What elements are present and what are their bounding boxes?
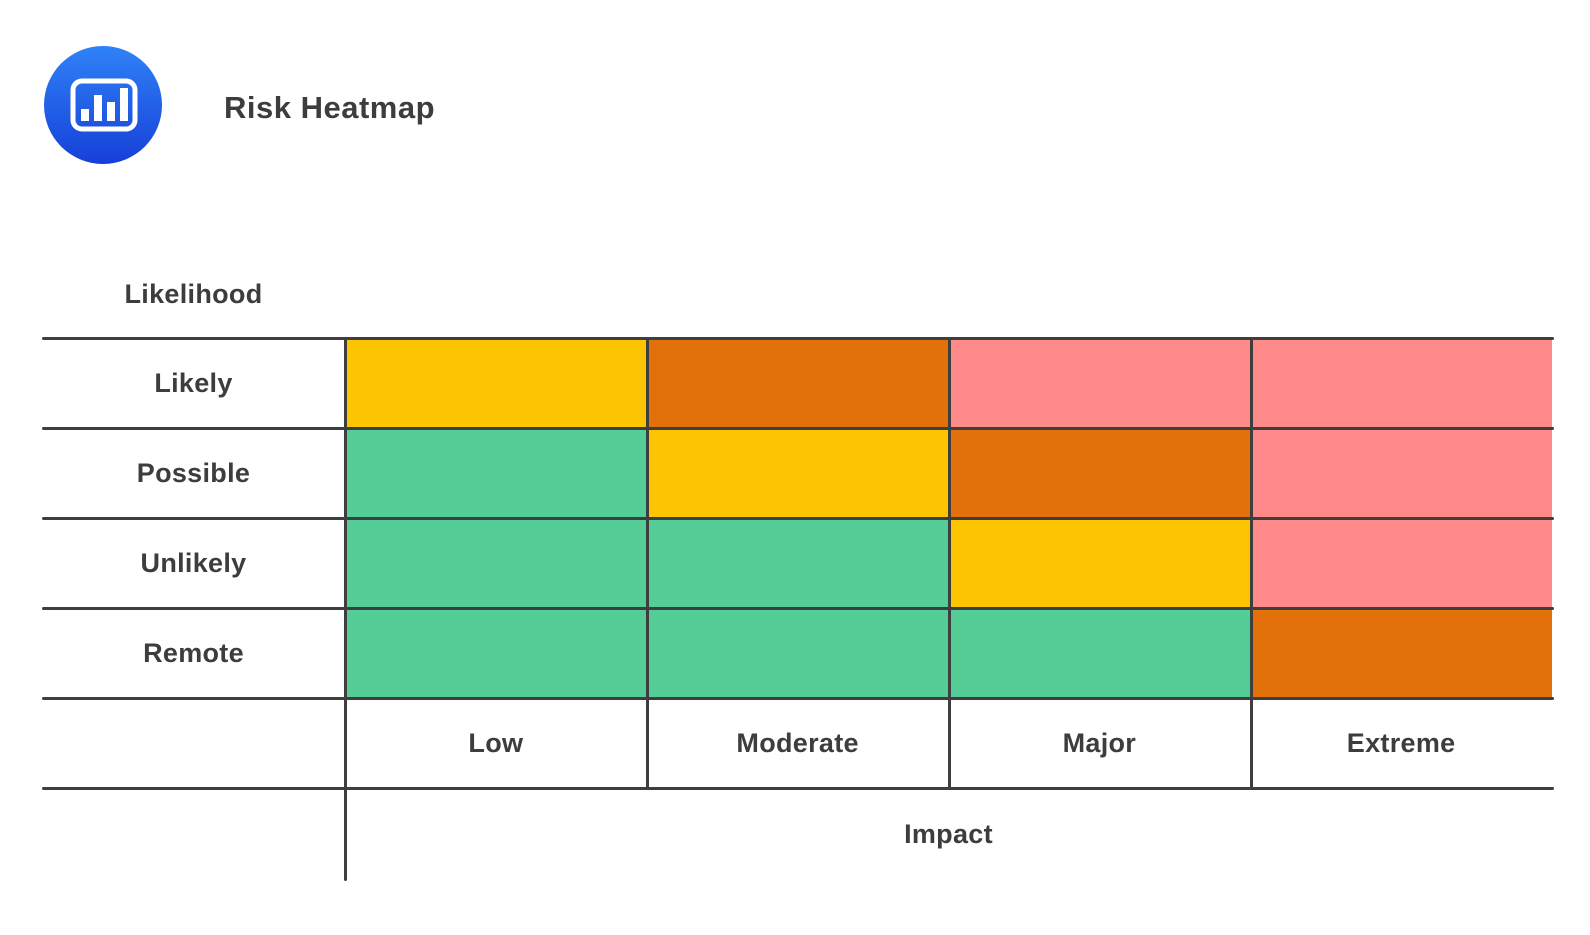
cell-likely-major xyxy=(948,338,1251,428)
grid-hline-top xyxy=(42,337,1554,340)
grid-hline-remote-columns xyxy=(42,697,1554,700)
grid-hline-likely-possible xyxy=(42,427,1554,430)
cell-remote-extreme xyxy=(1250,608,1552,698)
cell-unlikely-major xyxy=(948,518,1251,608)
x-axis-title: Impact xyxy=(904,818,993,849)
cell-unlikely-extreme xyxy=(1250,518,1552,608)
row-label-possible: Possible xyxy=(136,457,251,488)
y-axis-title: Likelihood xyxy=(124,279,263,309)
column-labels: Low Moderate Major Extreme xyxy=(345,698,1552,788)
grid-hline-possible-unlikely xyxy=(42,517,1554,520)
col-label-moderate: Moderate xyxy=(736,727,859,758)
cell-possible-extreme xyxy=(1250,428,1552,518)
cell-remote-major xyxy=(948,608,1251,698)
cell-unlikely-moderate xyxy=(646,518,949,608)
col-label-low: Low xyxy=(468,727,524,758)
col-label-extreme: Extreme xyxy=(1346,727,1456,758)
heatmap-grid xyxy=(345,338,1552,698)
page-title: Risk Heatmap xyxy=(224,90,436,125)
row-label-unlikely: Unlikely xyxy=(140,547,247,578)
grid-vline-major-extreme xyxy=(1250,337,1253,790)
cell-possible-major xyxy=(948,428,1251,518)
grid-vline-moderate-major xyxy=(948,337,951,790)
cell-remote-low xyxy=(345,608,647,698)
row-label-remote: Remote xyxy=(143,637,244,668)
grid-vline-rowlabels xyxy=(344,337,347,881)
cell-unlikely-low xyxy=(345,518,647,608)
row-label-likely: Likely xyxy=(154,367,233,398)
cell-likely-extreme xyxy=(1250,338,1552,428)
col-label-major: Major xyxy=(1062,727,1137,758)
row-labels: Likely Possible Unlikely Remote xyxy=(42,338,345,698)
grid-vline-low-moderate xyxy=(646,337,649,790)
app-logo xyxy=(44,46,162,164)
cell-possible-low xyxy=(345,428,647,518)
cell-likely-low xyxy=(345,338,647,428)
cell-remote-moderate xyxy=(646,608,949,698)
cell-possible-moderate xyxy=(646,428,949,518)
grid-hline-bottom xyxy=(42,787,1554,790)
grid-hline-unlikely-remote xyxy=(42,607,1554,610)
cell-likely-moderate xyxy=(646,338,949,428)
bar-chart-icon xyxy=(44,46,162,164)
